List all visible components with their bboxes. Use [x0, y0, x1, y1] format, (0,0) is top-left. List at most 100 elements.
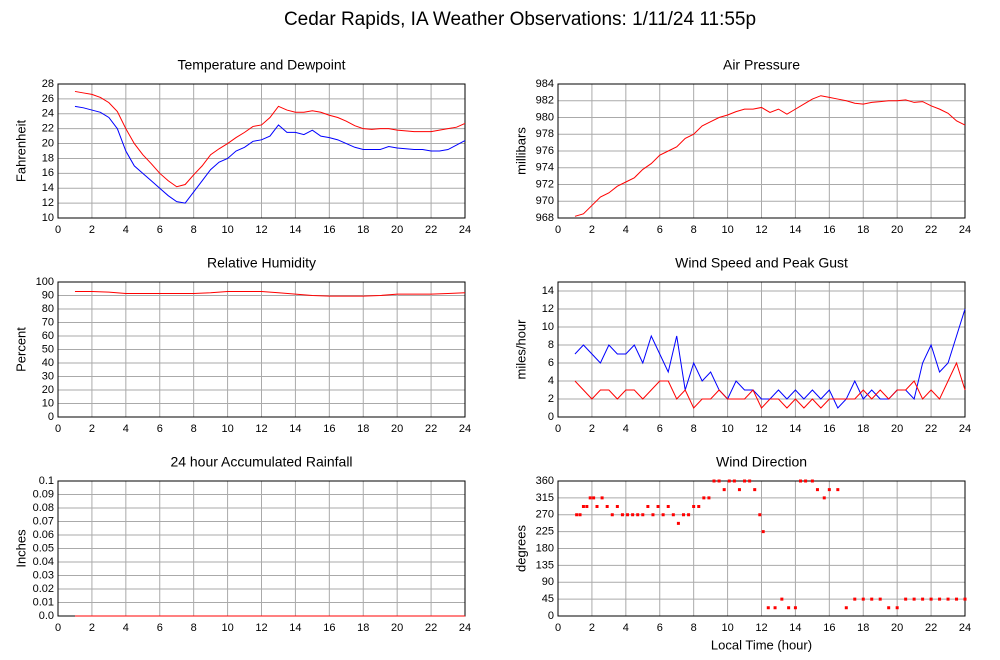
chart-title: 24 hour Accumulated Rainfall	[170, 454, 352, 470]
x-tick-label: 8	[691, 622, 697, 634]
plot-frame	[557, 83, 966, 219]
scatter-point	[712, 479, 716, 483]
x-tick-label: 22	[925, 622, 937, 634]
x-tick-label: 24	[459, 224, 471, 236]
x-tick-label: 10	[721, 622, 733, 634]
series-line	[74, 105, 466, 204]
x-tick-label: 20	[391, 224, 403, 236]
x-tick-label: 2	[89, 224, 95, 236]
chart-title: Relative Humidity	[207, 255, 316, 271]
y-tick-label: 4	[548, 375, 554, 387]
series-line	[74, 90, 466, 188]
x-tick-label: 10	[721, 224, 733, 236]
y-tick-label: 0	[548, 411, 554, 423]
scatter-point	[887, 606, 891, 610]
series-line	[74, 290, 466, 297]
scatter-point	[753, 488, 757, 492]
x-tick-label: 6	[657, 423, 663, 435]
y-tick-label: 270	[536, 509, 554, 521]
series-line	[574, 361, 966, 409]
y-axis-label: Fahrenheit	[13, 120, 28, 183]
y-tick-label: 60	[42, 330, 54, 342]
x-tick-label: 6	[157, 224, 163, 236]
y-tick-label: 18	[42, 152, 54, 164]
x-tick-label: 2	[89, 423, 95, 435]
y-tick-label: 20	[42, 384, 54, 396]
scatter-point	[955, 597, 959, 601]
scatter-point	[822, 496, 826, 500]
y-tick-label: 225	[536, 526, 554, 538]
x-tick-label: 10	[721, 423, 733, 435]
y-tick-label: 90	[542, 576, 554, 588]
x-tick-label: 4	[123, 423, 129, 435]
scatter-point	[600, 496, 604, 500]
x-tick-label: 14	[789, 224, 801, 236]
x-tick-label: 18	[857, 224, 869, 236]
y-tick-label: 315	[536, 492, 554, 504]
x-tick-label: 14	[289, 224, 301, 236]
x-tick-label: 16	[823, 423, 835, 435]
y-tick-label: 12	[542, 303, 554, 315]
scatter-point	[938, 597, 942, 601]
x-tick-label: 0	[555, 622, 561, 634]
scatter-point	[717, 479, 721, 483]
scatter-point	[585, 505, 589, 508]
scatter-point	[827, 488, 831, 492]
scatter-point	[656, 505, 660, 508]
chart-title: Temperature and Dewpoint	[177, 57, 345, 73]
scatter-point	[773, 606, 777, 610]
scatter-point	[578, 513, 582, 517]
x-tick-label: 16	[823, 622, 835, 634]
y-tick-label: 0.01	[33, 596, 54, 608]
scatter-point	[692, 505, 696, 508]
plot-frame	[57, 281, 466, 418]
x-tick-label: 4	[623, 423, 629, 435]
page-title: Cedar Rapids, IA Weather Observations: 1…	[284, 9, 756, 30]
x-tick-label: 4	[623, 224, 629, 236]
x-tick-label: 16	[323, 423, 335, 435]
x-axis-label: Local Time (hour)	[711, 637, 812, 652]
x-tick-label: 0	[555, 224, 561, 236]
x-tick-label: 20	[891, 224, 903, 236]
x-tick-label: 18	[357, 224, 369, 236]
scatter-point	[853, 597, 857, 601]
y-tick-label: 80	[42, 303, 54, 315]
y-tick-label: 0.09	[33, 488, 54, 500]
x-tick-label: 0	[55, 423, 61, 435]
scatter-point	[676, 521, 680, 525]
y-axis-label: Inches	[13, 529, 28, 568]
scatter-point	[646, 505, 650, 508]
x-tick-label: 0	[555, 423, 561, 435]
y-tick-label: 28	[42, 78, 54, 90]
y-tick-label: 0.0	[39, 610, 54, 622]
y-tick-label: 10	[542, 321, 554, 333]
x-tick-label: 22	[425, 423, 437, 435]
y-tick-label: 100	[36, 276, 54, 288]
x-tick-label: 24	[459, 423, 471, 435]
y-tick-label: 968	[536, 212, 554, 224]
plot-frame	[57, 83, 466, 219]
scatter-point	[687, 513, 691, 517]
y-axis-label: Percent	[13, 327, 28, 372]
scatter-point	[575, 513, 579, 517]
scatter-point	[766, 606, 770, 610]
x-tick-label: 10	[221, 622, 233, 634]
chart-title: Air Pressure	[723, 57, 800, 73]
x-tick-label: 6	[157, 622, 163, 634]
y-tick-label: 974	[536, 162, 554, 174]
y-tick-label: 10	[42, 212, 54, 224]
x-tick-label: 12	[755, 423, 767, 435]
y-tick-label: 972	[536, 178, 554, 190]
scatter-point	[732, 479, 736, 483]
x-tick-label: 16	[823, 224, 835, 236]
y-tick-label: 978	[536, 128, 554, 140]
x-tick-label: 6	[157, 423, 163, 435]
scatter-point	[870, 597, 874, 601]
scatter-point	[722, 488, 726, 492]
y-tick-label: 2	[548, 393, 554, 405]
scatter-point	[595, 505, 599, 508]
scatter-point	[702, 496, 706, 500]
x-tick-label: 6	[657, 224, 663, 236]
scatter-point	[581, 505, 585, 508]
